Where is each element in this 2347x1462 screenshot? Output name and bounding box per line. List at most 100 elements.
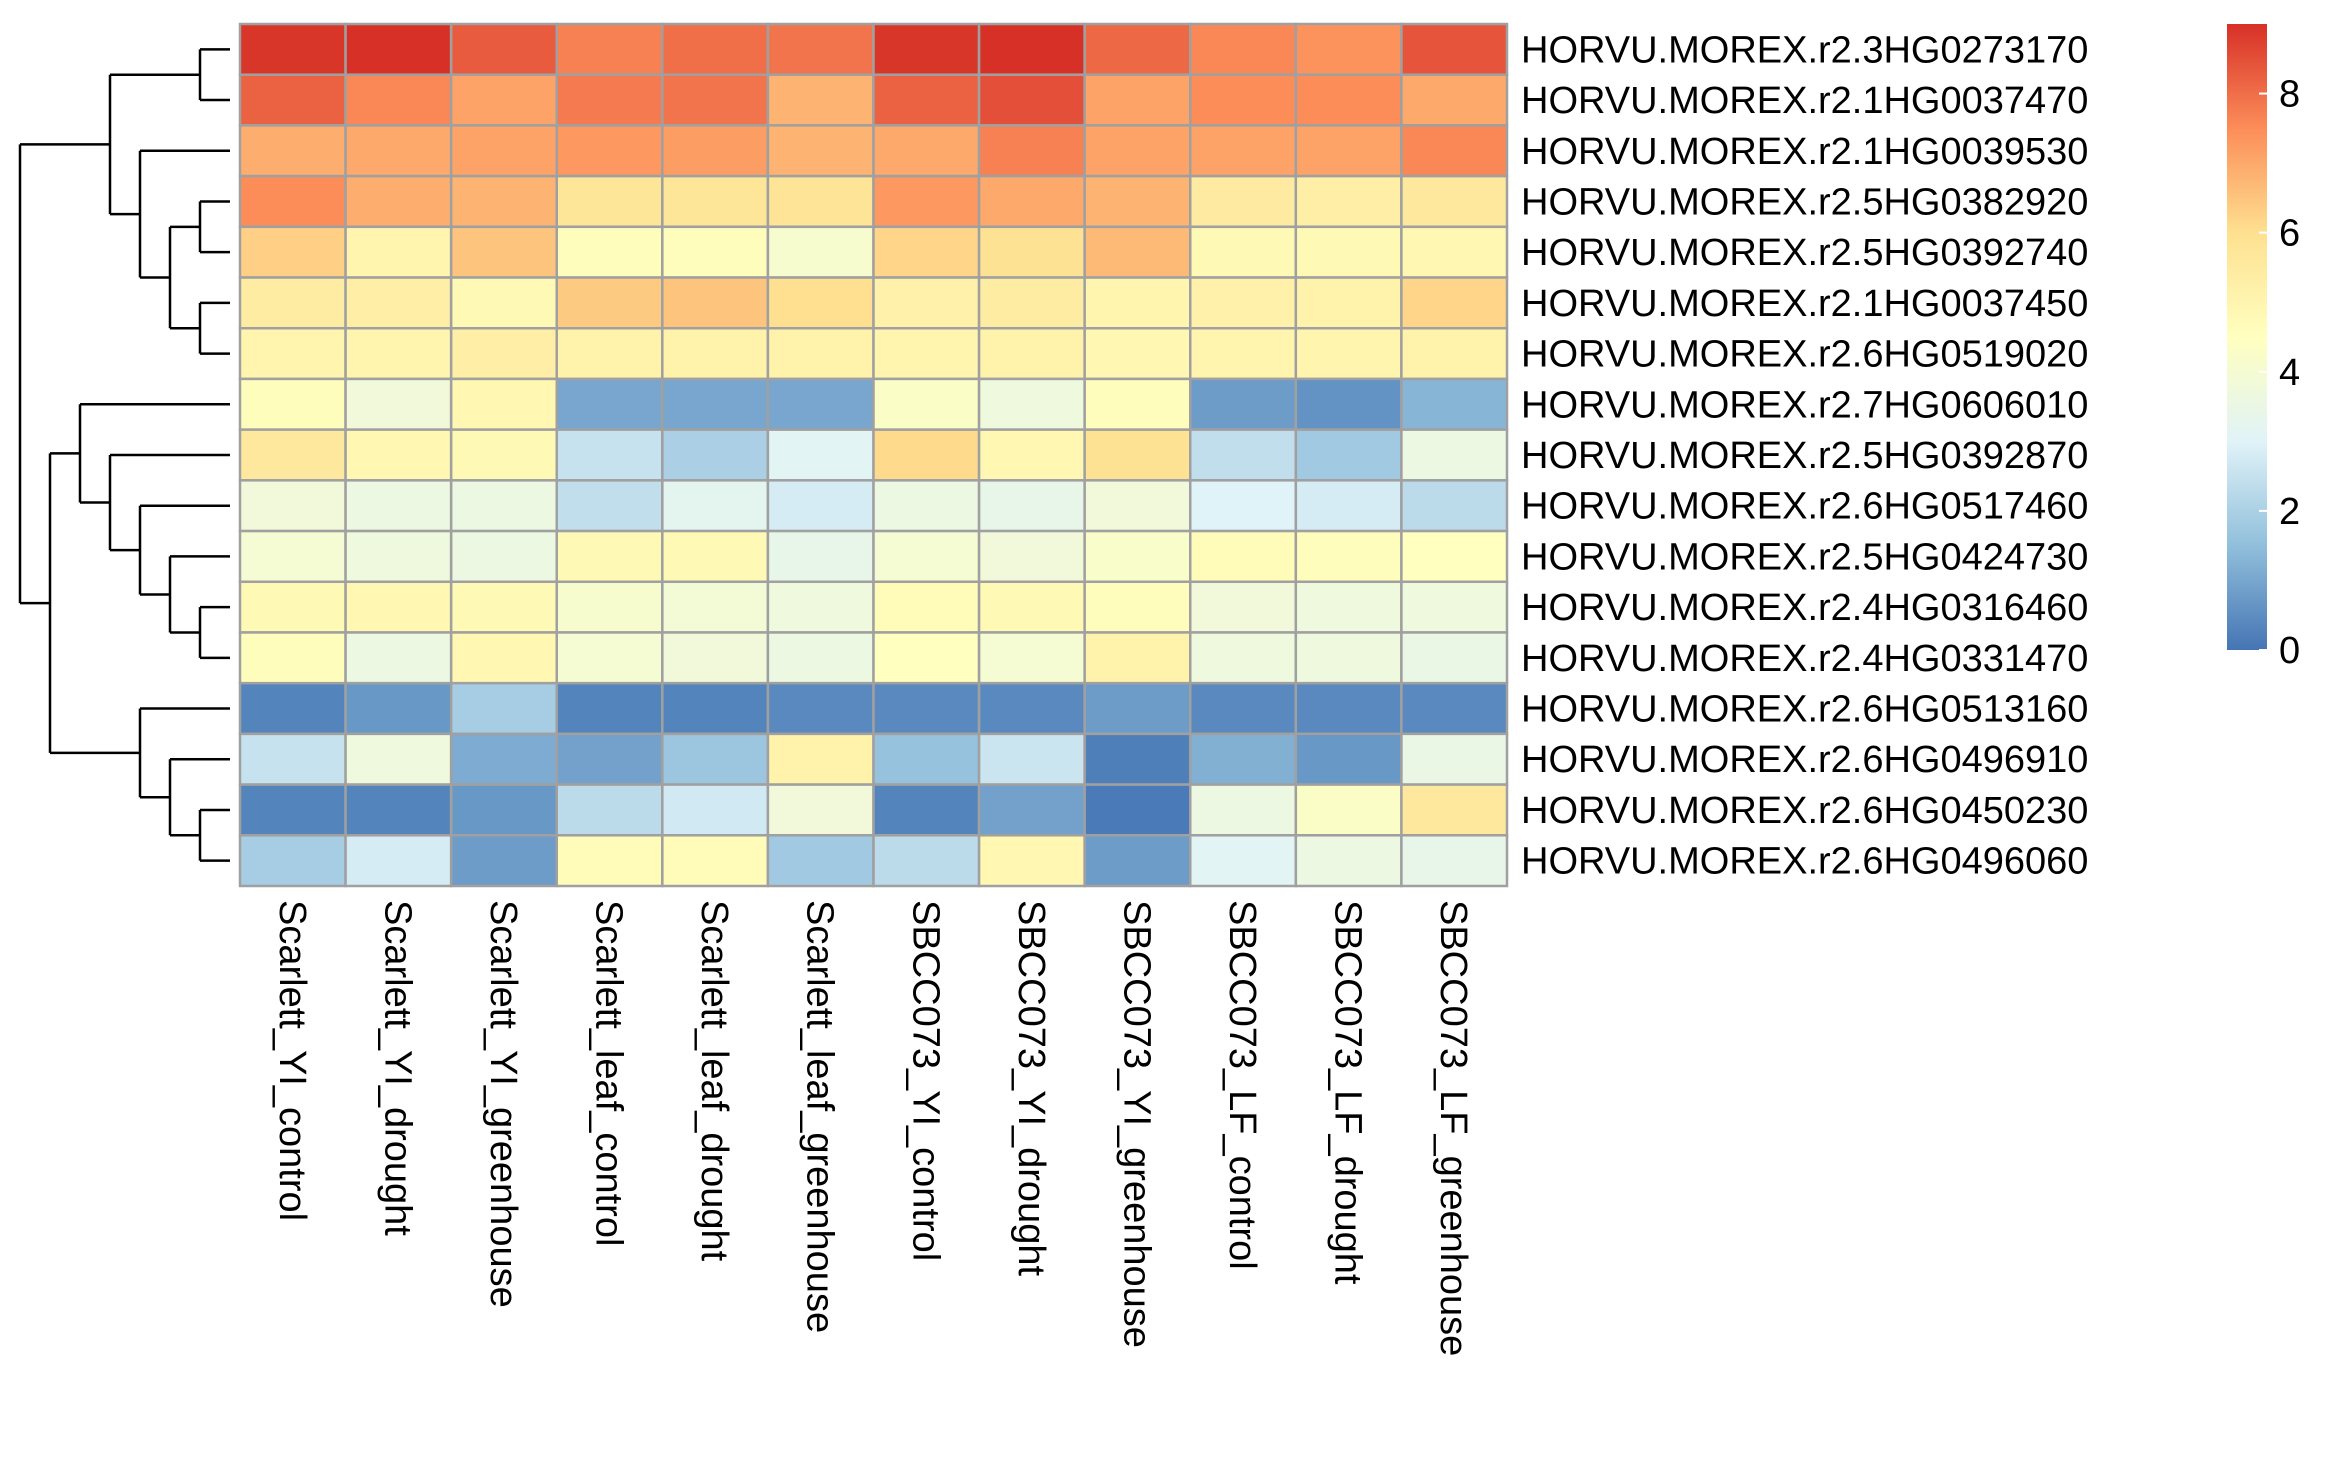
heatmap-cell (449, 479, 559, 533)
heatmap-cell (977, 479, 1086, 533)
heatmap-cell (449, 529, 559, 584)
heatmap-cell (766, 22, 875, 76)
heatmap-cell (555, 580, 664, 634)
heatmap-cell (344, 580, 453, 634)
heatmap-cell (344, 377, 453, 431)
heatmap-cell (1400, 377, 1509, 431)
heatmap-cell (661, 124, 770, 178)
heatmap-cell (449, 276, 559, 330)
row-label: HORVU.MOREX.r2.7HG0606010 (1521, 384, 2088, 426)
heatmap-cell (238, 681, 347, 736)
heatmap-cell (238, 276, 347, 330)
heatmap-cell (766, 124, 875, 178)
heatmap-cell (1189, 22, 1298, 76)
heatmap-cell (238, 22, 347, 76)
heatmap-cell (661, 529, 770, 584)
heatmap-cell (661, 73, 770, 127)
heatmap-cell (449, 174, 559, 229)
heatmap-cell (872, 377, 981, 431)
heatmap-cell (1189, 783, 1298, 837)
heatmap-cell (1400, 834, 1509, 888)
heatmap-cell (238, 124, 347, 178)
heatmap-cell (1400, 681, 1509, 736)
heatmap-cell (1083, 479, 1192, 533)
heatmap-cell (766, 732, 875, 786)
heatmap-cell (977, 529, 1086, 584)
heatmap-cell (555, 22, 664, 76)
heatmap-cell (872, 124, 981, 178)
heatmap-cell (1294, 326, 1403, 381)
heatmap-cell (1189, 428, 1298, 482)
heatmap-cell (238, 631, 347, 685)
heatmap-cell (449, 681, 559, 736)
heatmap-cell (344, 529, 453, 584)
heatmap-cell (1083, 73, 1192, 127)
heatmap-cell (449, 377, 559, 431)
heatmap-cell (766, 225, 875, 279)
column-label: SBCC073_LF_drought (1327, 900, 1369, 1285)
heatmap-cell (766, 681, 875, 736)
column-label: SBCC073_YI_drought (1010, 900, 1052, 1276)
heatmap-cell (1189, 681, 1298, 736)
column-label: Scarlett_leaf_control (588, 900, 630, 1246)
heatmap-cell (661, 377, 770, 431)
heatmap-cell (555, 529, 664, 584)
heatmap-cell (661, 783, 770, 837)
heatmap-cell (1294, 732, 1403, 786)
heatmap-cell (344, 479, 453, 533)
heatmap-cell (449, 783, 559, 837)
row-dendrogram (18, 48, 230, 862)
heatmap-cell (1294, 22, 1403, 76)
heatmap-cell (1083, 529, 1192, 584)
heatmap-cell (1189, 174, 1298, 229)
heatmap-cell (238, 225, 347, 279)
heatmap-cell (1083, 681, 1192, 736)
heatmap-cell (449, 73, 559, 127)
color-legend: 0 2 4 6 8 (2227, 24, 2300, 672)
heatmap-cell (1083, 22, 1192, 76)
heatmap-cell (555, 377, 664, 431)
heatmap-cell (1294, 529, 1403, 584)
heatmap-cell (1400, 22, 1509, 76)
heatmap-cell (1189, 529, 1298, 584)
column-label: Scarlett_YI_drought (376, 900, 418, 1236)
heatmap-cell (1083, 326, 1192, 381)
heatmap-cell (766, 529, 875, 584)
heatmap-cell (555, 326, 664, 381)
heatmap-cell (1400, 276, 1509, 330)
heatmap-cell (1083, 174, 1192, 229)
heatmap-cell (872, 428, 981, 482)
heatmap-cell (1294, 73, 1403, 127)
row-label: HORVU.MOREX.r2.4HG0331470 (1521, 638, 2088, 680)
heatmap-cell (1083, 783, 1192, 837)
row-label: HORVU.MOREX.r2.6HG0519020 (1521, 334, 2088, 376)
row-labels: HORVU.MOREX.r2.3HG0273170 HORVU.MOREX.r2.… (1521, 29, 2088, 882)
heatmap-cell (766, 834, 875, 888)
heatmap-cell (977, 580, 1086, 634)
heatmap-cell (872, 479, 981, 533)
heatmap-cell (977, 377, 1086, 431)
heatmap-cell (1083, 225, 1192, 279)
heatmap-cell (661, 22, 770, 76)
heatmap-cell (344, 834, 453, 888)
color-legend-tick-label: 8 (2279, 74, 2300, 116)
heatmap-cell (766, 73, 875, 127)
heatmap-cell (872, 681, 981, 736)
row-label: HORVU.MOREX.r2.5HG0424730 (1521, 536, 2088, 578)
heatmap-cell (661, 174, 770, 229)
heatmap-cell (1294, 225, 1403, 279)
row-label: HORVU.MOREX.r2.6HG0450230 (1521, 790, 2088, 832)
heatmap-cell (1083, 276, 1192, 330)
heatmap-cell (977, 276, 1086, 330)
heatmap-cell (1083, 631, 1192, 685)
heatmap-cell (1294, 580, 1403, 634)
column-label: Scarlett_YI_greenhouse (482, 900, 524, 1308)
column-label: Scarlett_YI_control (271, 900, 313, 1221)
heatmap-cell (344, 326, 453, 381)
heatmap-cell (977, 174, 1086, 229)
heatmap-cell (1294, 631, 1403, 685)
heatmap-cell (1189, 225, 1298, 279)
row-label: HORVU.MOREX.r2.4HG0316460 (1521, 587, 2088, 629)
heatmap-cell (1400, 225, 1509, 279)
heatmap-cell (238, 326, 347, 381)
